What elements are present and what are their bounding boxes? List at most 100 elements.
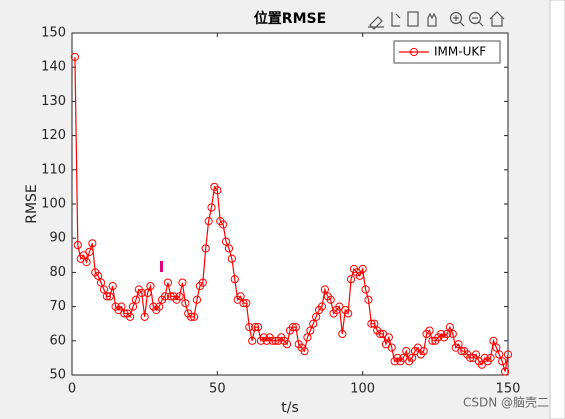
point-marker bbox=[503, 350, 513, 359]
toolbar[interactable] bbox=[368, 11, 505, 30]
point-marker bbox=[376, 329, 385, 339]
point-marker bbox=[227, 254, 236, 263]
x-axis-label: t/s bbox=[281, 400, 299, 416]
point-marker bbox=[94, 271, 103, 280]
point-marker bbox=[326, 295, 335, 304]
point-marker bbox=[361, 285, 370, 294]
point-marker bbox=[253, 323, 263, 332]
point-marker bbox=[358, 264, 367, 274]
tool-data-tip[interactable] bbox=[391, 12, 401, 27]
y-tick-label: 80 bbox=[49, 265, 66, 280]
point-marker bbox=[73, 240, 82, 250]
point-marker bbox=[419, 346, 428, 356]
tool-home[interactable] bbox=[489, 11, 505, 27]
y-tick-label: 140 bbox=[41, 60, 66, 75]
legend-label: IMM-UKF bbox=[434, 45, 486, 59]
point-marker bbox=[126, 312, 135, 321]
point-marker bbox=[131, 295, 141, 304]
point-marker bbox=[85, 247, 94, 256]
point-marker bbox=[70, 52, 80, 62]
point-marker bbox=[442, 329, 452, 339]
y-tick-label: 150 bbox=[41, 26, 66, 41]
point-marker bbox=[178, 278, 187, 287]
point-marker bbox=[288, 323, 298, 332]
point-marker bbox=[99, 285, 109, 294]
tool-brush[interactable] bbox=[368, 16, 384, 30]
point-marker bbox=[128, 302, 138, 311]
point-marker bbox=[201, 244, 210, 253]
point-marker bbox=[248, 336, 257, 345]
point-marker bbox=[155, 302, 164, 311]
point-marker bbox=[230, 275, 239, 284]
tool-export[interactable] bbox=[407, 11, 419, 27]
point-marker bbox=[175, 292, 184, 301]
point-marker bbox=[346, 275, 356, 284]
point-marker bbox=[425, 326, 434, 335]
point-marker bbox=[221, 237, 231, 246]
point-marker bbox=[370, 319, 379, 328]
point-marker bbox=[181, 299, 190, 308]
point-marker bbox=[140, 312, 149, 321]
point-marker bbox=[367, 319, 376, 328]
point-marker bbox=[364, 295, 373, 304]
point-marker bbox=[236, 292, 245, 301]
axes-box bbox=[71, 32, 509, 376]
point-marker bbox=[300, 346, 309, 356]
point-marker bbox=[242, 299, 251, 308]
y-tick-label: 50 bbox=[49, 368, 66, 383]
point-marker bbox=[303, 333, 312, 342]
y-tick-label: 130 bbox=[41, 94, 66, 109]
y-tick-label: 110 bbox=[41, 162, 66, 177]
legend-marker bbox=[409, 47, 419, 57]
side-window bbox=[549, 0, 565, 419]
point-marker bbox=[282, 340, 292, 349]
point-marker bbox=[187, 312, 196, 321]
point-marker bbox=[320, 285, 329, 294]
y-tick-label: 100 bbox=[41, 197, 66, 212]
point-marker bbox=[143, 288, 152, 298]
tool-pan[interactable] bbox=[427, 12, 437, 27]
point-marker bbox=[163, 278, 173, 287]
point-marker bbox=[96, 278, 106, 287]
y-axis-label: RMSE bbox=[24, 184, 40, 224]
point-marker bbox=[117, 302, 126, 311]
point-marker bbox=[245, 323, 254, 332]
point-marker bbox=[224, 244, 234, 253]
point-marker bbox=[471, 350, 481, 359]
point-marker bbox=[445, 323, 454, 332]
point-marker bbox=[213, 186, 222, 195]
tool-zoom-out[interactable] bbox=[468, 11, 482, 25]
chart-title: 位置RMSE bbox=[254, 10, 326, 27]
point-marker bbox=[291, 323, 300, 332]
cursor-mark bbox=[160, 261, 163, 272]
point-marker bbox=[492, 343, 501, 352]
point-marker bbox=[192, 295, 202, 304]
x-tick-label: 100 bbox=[350, 382, 375, 397]
legend-box bbox=[393, 40, 501, 64]
point-marker bbox=[108, 281, 117, 291]
point-marker bbox=[160, 292, 170, 301]
tool-zoom-in[interactable] bbox=[449, 11, 463, 25]
y-tick-label: 90 bbox=[49, 231, 66, 246]
y-tick-label: 60 bbox=[49, 333, 66, 348]
point-marker bbox=[317, 302, 327, 311]
point-marker bbox=[105, 292, 114, 301]
point-marker bbox=[146, 281, 155, 291]
point-marker bbox=[355, 271, 364, 280]
point-marker bbox=[198, 278, 207, 287]
point-marker bbox=[251, 323, 260, 332]
point-marker bbox=[338, 329, 347, 339]
y-tick-label: 120 bbox=[41, 128, 66, 143]
point-marker bbox=[384, 333, 393, 342]
point-marker bbox=[239, 299, 248, 308]
y-tick-label: 70 bbox=[49, 299, 66, 314]
point-marker bbox=[82, 258, 91, 267]
point-marker bbox=[102, 292, 111, 301]
plot-area bbox=[72, 33, 508, 375]
watermark: CSDN @脑壳二 bbox=[463, 396, 549, 410]
point-marker bbox=[489, 336, 498, 345]
point-marker bbox=[219, 220, 228, 229]
point-marker bbox=[207, 203, 216, 212]
point-marker bbox=[454, 340, 463, 349]
